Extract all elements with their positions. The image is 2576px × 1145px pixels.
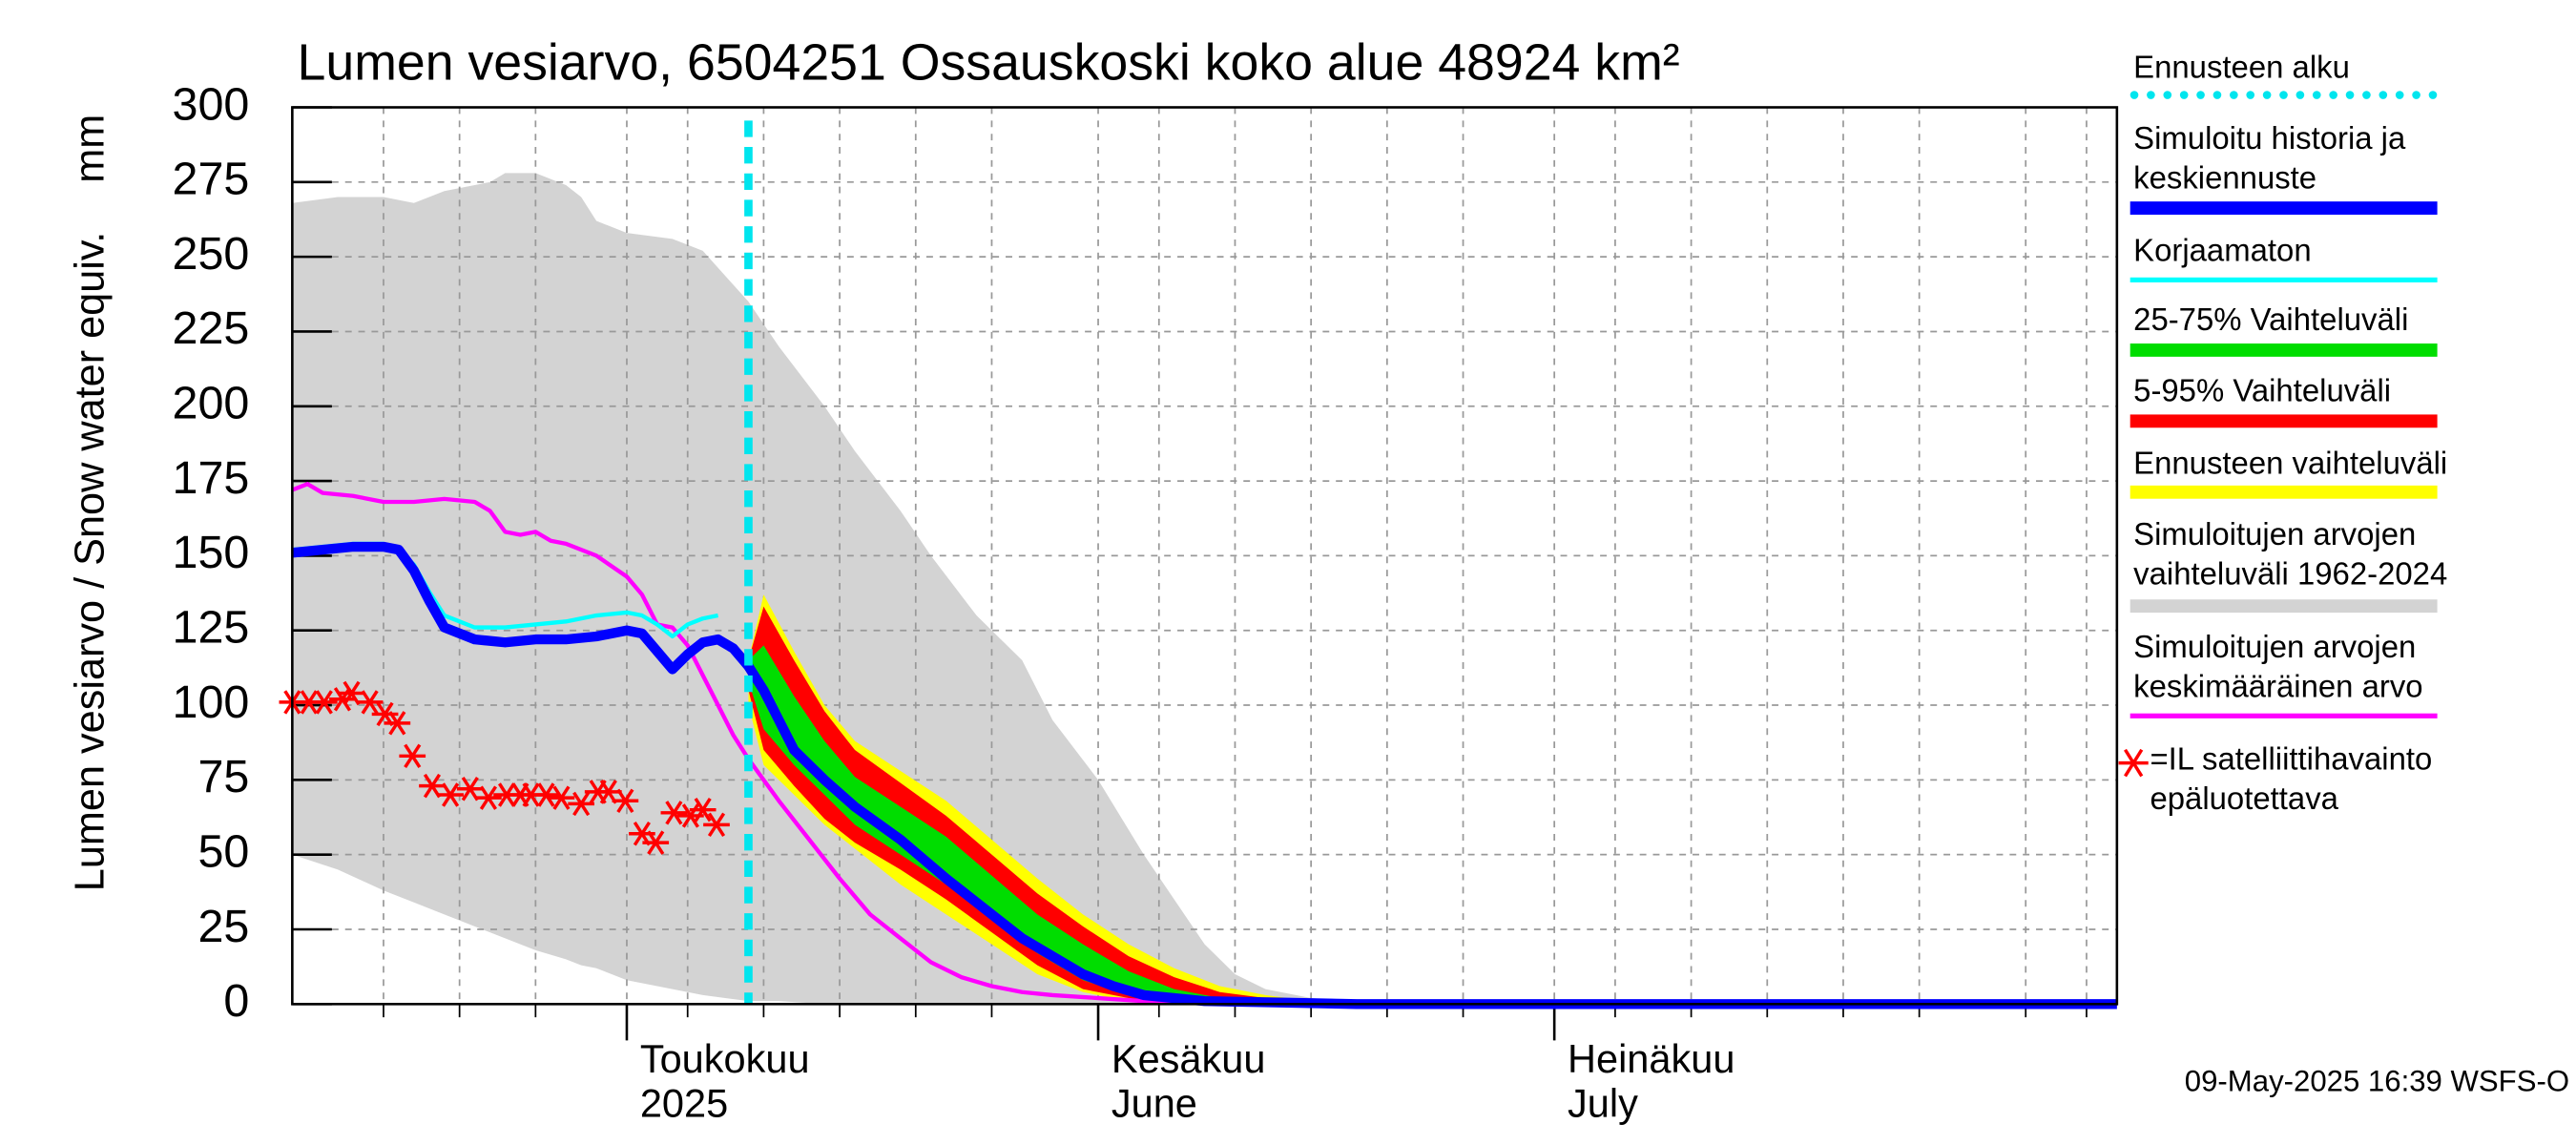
star-stroke <box>633 822 651 846</box>
y-tick-label: 175 <box>173 452 250 504</box>
range-band <box>748 645 1357 1005</box>
legend-swatch <box>2129 713 2438 718</box>
y-tick-label: 300 <box>173 78 250 130</box>
star-stroke <box>599 780 617 804</box>
legend-label: Ennusteen alku <box>2133 51 2350 86</box>
legend-swatch <box>2129 599 2438 614</box>
star-stroke <box>404 743 422 769</box>
x-tick-label: Kesäkuu <box>1111 1036 1266 1081</box>
x-tick-label: Toukokuu <box>640 1036 810 1081</box>
satellite-point <box>310 690 338 715</box>
y-axis-label: Lumen vesiarvo / Snow water equiv. <box>67 232 113 892</box>
satellite-point <box>548 785 575 810</box>
satellite-point <box>703 812 730 838</box>
legend-label: Simuloitu historia ja keskiennuste <box>2133 122 2406 197</box>
series-line <box>291 482 2117 1007</box>
satellite-point <box>437 782 464 807</box>
legend-swatch <box>2129 277 2438 282</box>
y-tick-label: 50 <box>197 825 249 877</box>
legend-label: Simuloitujen arvojen keskimääräinen arvo <box>2133 631 2423 706</box>
legend-label: Simuloitujen arvojen vaihteluväli 1962-2… <box>2133 518 2448 593</box>
satellite-point <box>612 788 639 813</box>
y-tick-label: 150 <box>173 527 250 578</box>
star-stroke <box>300 690 318 715</box>
satellite-point <box>356 690 384 715</box>
star-stroke <box>572 791 591 817</box>
x-tick-label: Heinäkuu <box>1568 1036 1735 1081</box>
star-stroke <box>461 777 479 802</box>
legend-swatch <box>2129 343 2438 357</box>
timestamp: 09-May-2025 16:39 WSFS-O <box>2185 1065 2569 1098</box>
y-axis-unit: mm <box>67 114 113 183</box>
satellite-point <box>384 711 411 736</box>
legend-swatch <box>2129 91 2438 99</box>
plot-frame <box>291 106 2119 1006</box>
legend-swatch <box>2129 201 2438 215</box>
chart-title: Lumen vesiarvo, 6504251 Ossauskoski koko… <box>298 33 1680 91</box>
star-stroke <box>647 830 665 855</box>
satellite-point <box>419 773 446 799</box>
legend-label: 5-95% Vaihteluväli <box>2133 374 2392 410</box>
legend-label: Korjaamaton <box>2133 234 2312 270</box>
satellite-point <box>456 777 484 802</box>
y-tick-label: 0 <box>223 975 249 1027</box>
star-stroke <box>552 785 571 810</box>
y-tick-label: 225 <box>173 302 250 354</box>
x-tick-sublabel: July <box>1568 1081 1638 1126</box>
x-tick-sublabel: June <box>1111 1081 1197 1126</box>
y-tick-label: 100 <box>173 677 250 728</box>
star-stroke <box>442 782 460 807</box>
legend-star <box>2118 748 2149 778</box>
star-stroke <box>694 797 712 822</box>
star-stroke <box>343 680 361 706</box>
star-stroke <box>537 782 555 807</box>
star-stroke <box>616 788 634 813</box>
star-stroke <box>707 812 726 838</box>
satellite-point <box>338 680 365 706</box>
star-stroke <box>497 782 516 807</box>
legend-label: =IL satelliittihavainto epäluotettava <box>2150 742 2433 818</box>
star-stroke <box>361 690 379 715</box>
satellite-point <box>568 791 595 817</box>
series-line <box>291 541 2117 1010</box>
y-tick-label: 75 <box>197 751 249 802</box>
star-stroke <box>376 701 394 727</box>
legend-label: 25-75% Vaihteluväli <box>2133 303 2409 339</box>
y-tick-label: 275 <box>173 154 250 205</box>
y-tick-label: 25 <box>197 901 249 952</box>
satellite-point <box>642 830 670 855</box>
x-tick-sublabel: 2025 <box>640 1081 728 1126</box>
satellite-point <box>660 801 688 825</box>
legend-label: Ennusteen vaihteluväli <box>2133 448 2448 483</box>
legend-swatch <box>2129 414 2438 428</box>
star-stroke <box>522 782 540 807</box>
y-tick-label: 200 <box>173 378 250 429</box>
star-stroke <box>479 785 498 810</box>
star-stroke <box>665 801 683 825</box>
star-stroke <box>423 773 442 799</box>
legend-swatch <box>2129 485 2438 499</box>
star-stroke <box>315 690 333 715</box>
y-tick-label: 250 <box>173 228 250 280</box>
satellite-point <box>399 743 426 769</box>
satellite-point <box>475 785 502 810</box>
star-stroke <box>388 711 406 736</box>
satellite-point <box>689 797 717 822</box>
satellite-point <box>532 782 560 807</box>
y-tick-label: 125 <box>173 602 250 654</box>
